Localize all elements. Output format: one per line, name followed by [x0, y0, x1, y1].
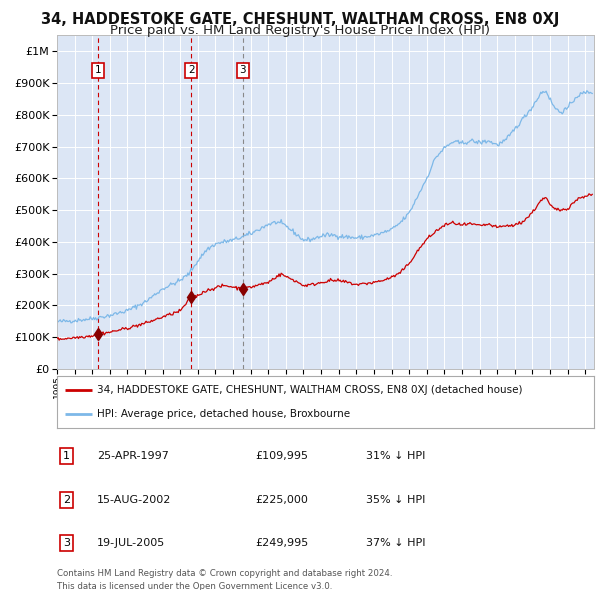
- Text: 1: 1: [63, 451, 70, 461]
- Text: 15-AUG-2002: 15-AUG-2002: [97, 495, 172, 504]
- Text: 35% ↓ HPI: 35% ↓ HPI: [366, 495, 425, 504]
- Text: 37% ↓ HPI: 37% ↓ HPI: [366, 538, 425, 548]
- Text: 1: 1: [95, 65, 101, 76]
- Text: £249,995: £249,995: [256, 538, 309, 548]
- Text: £225,000: £225,000: [256, 495, 308, 504]
- Text: Price paid vs. HM Land Registry's House Price Index (HPI): Price paid vs. HM Land Registry's House …: [110, 24, 490, 37]
- Text: 3: 3: [239, 65, 246, 76]
- Text: This data is licensed under the Open Government Licence v3.0.: This data is licensed under the Open Gov…: [57, 582, 332, 590]
- Text: 3: 3: [63, 538, 70, 548]
- Text: HPI: Average price, detached house, Broxbourne: HPI: Average price, detached house, Brox…: [97, 409, 350, 419]
- Text: Contains HM Land Registry data © Crown copyright and database right 2024.: Contains HM Land Registry data © Crown c…: [57, 569, 392, 578]
- Text: 19-JUL-2005: 19-JUL-2005: [97, 538, 166, 548]
- Text: 31% ↓ HPI: 31% ↓ HPI: [366, 451, 425, 461]
- Text: 34, HADDESTOKE GATE, CHESHUNT, WALTHAM CROSS, EN8 0XJ (detached house): 34, HADDESTOKE GATE, CHESHUNT, WALTHAM C…: [97, 385, 523, 395]
- Text: 25-APR-1997: 25-APR-1997: [97, 451, 169, 461]
- Text: 2: 2: [188, 65, 194, 76]
- Text: £109,995: £109,995: [256, 451, 308, 461]
- Text: 34, HADDESTOKE GATE, CHESHUNT, WALTHAM CROSS, EN8 0XJ: 34, HADDESTOKE GATE, CHESHUNT, WALTHAM C…: [41, 12, 559, 27]
- Text: 2: 2: [63, 495, 70, 504]
